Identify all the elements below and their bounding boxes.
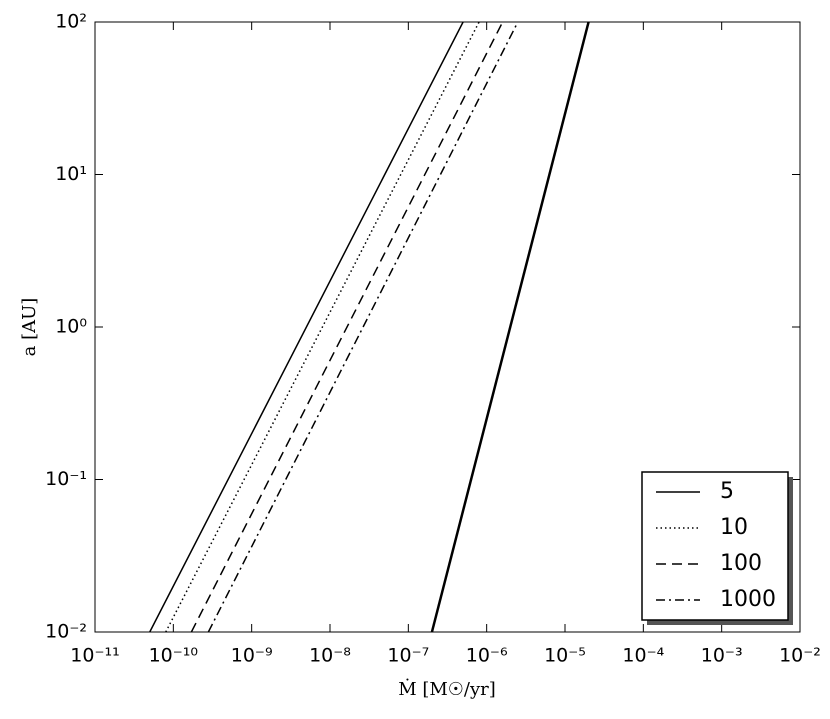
x-tick-label: 10⁻³	[701, 645, 743, 667]
legend-label: 1000	[720, 587, 776, 612]
y-axis-label: a [AU]	[19, 298, 40, 357]
legend	[641, 471, 789, 621]
legend-label: 10	[720, 515, 748, 540]
y-tick-label: 10²	[55, 11, 87, 33]
y-tick-label: 10¹	[55, 163, 87, 185]
data-line	[190, 22, 504, 632]
data-line	[165, 22, 480, 632]
x-tick-label: 10⁻⁸	[309, 645, 351, 667]
plot-frame	[94, 21, 801, 633]
x-tick-label: 10⁻⁶	[466, 645, 508, 667]
y-tick-label: 10⁰	[55, 316, 87, 338]
x-tick-label: 10⁻²	[779, 645, 821, 667]
legend-label: 5	[720, 479, 734, 504]
legend-label: 100	[720, 551, 762, 576]
y-tick-label: 10⁻²	[45, 621, 87, 643]
data-line	[207, 22, 519, 632]
data-line	[149, 22, 464, 632]
x-tick-label: 10⁻⁹	[231, 645, 273, 667]
data-line	[430, 22, 590, 632]
x-tick-label: 10⁻¹¹	[70, 645, 119, 667]
y-tick-label: 10⁻¹	[45, 468, 87, 490]
x-tick-label: 10⁻⁷	[387, 645, 429, 667]
x-tick-label: 10⁻¹⁰	[149, 645, 198, 667]
x-tick-label: 10⁻⁴	[622, 645, 664, 667]
x-axis-label: Ṁ [M☉/yr]	[398, 677, 496, 700]
x-tick-label: 10⁻⁵	[544, 645, 586, 667]
